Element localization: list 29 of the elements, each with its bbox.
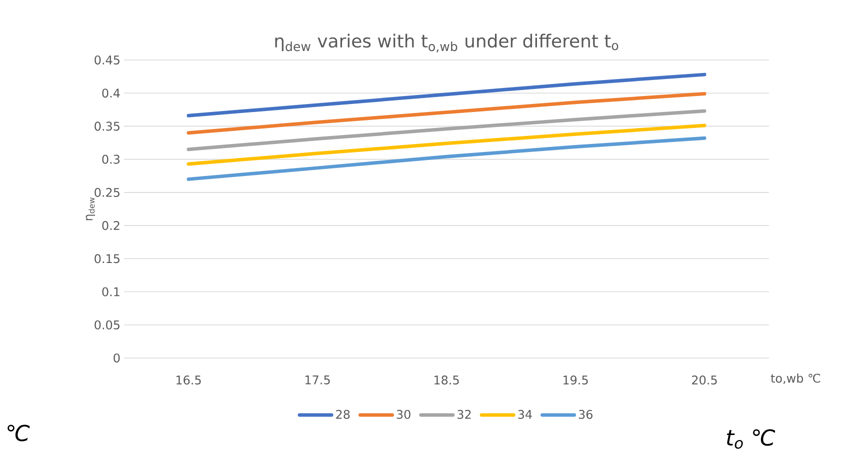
legend-label: 28 — [336, 410, 350, 419]
line-series — [186, 124, 706, 166]
x-tick-label: 19.5 — [564, 376, 588, 385]
y-tick-label: 0.3 — [102, 154, 120, 164]
y-axis-title: η$_{dew}$ — [86, 198, 96, 220]
y-tick-label: 0.1 — [102, 287, 120, 296]
y-tick-label: 0.15 — [94, 254, 120, 264]
line-series — [186, 109, 706, 152]
y-tick-label: 0.35 — [94, 122, 120, 131]
text: ℃ — [8, 424, 30, 442]
y-tick-label: 0.25 — [94, 188, 120, 197]
y-tick-label: 0.2 — [102, 221, 120, 230]
x-axis-title: to,wb ℃ — [770, 374, 820, 384]
legend-label: 34 — [518, 410, 532, 419]
y-tick-label: 0.45 — [94, 55, 120, 65]
legend-title: t$_{o}$ ℃ — [726, 429, 776, 449]
x-tick-label: 17.5 — [306, 376, 330, 384]
legend-label: 30 — [396, 410, 410, 419]
line-series — [186, 72, 706, 118]
y-tick-label: 0.05 — [94, 320, 120, 330]
legend-label: 36 — [578, 410, 592, 419]
x-tick-label: 16.5 — [176, 376, 201, 385]
line-series — [186, 136, 706, 181]
y-tick-label: 0.4 — [102, 88, 120, 98]
y-tick-label: 0 — [114, 353, 120, 363]
x-tick-label: 20.5 — [692, 376, 717, 385]
x-tick-label: 18.5 — [434, 376, 459, 385]
legend-label: 32 — [458, 410, 471, 419]
chart-title: η$_{dew}$ varies with t$_{o,wb}$ under different t$_{o}$ — [275, 34, 618, 52]
